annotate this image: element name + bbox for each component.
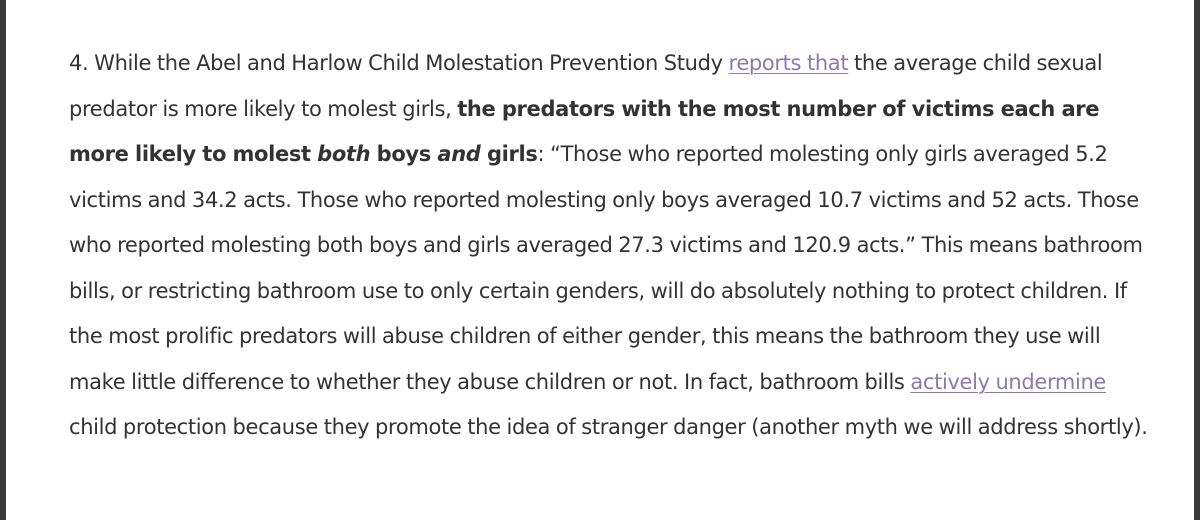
reports-that-link[interactable]: reports that: [728, 51, 849, 75]
bold-claim-part-2: boys: [370, 142, 438, 166]
bold-claim: the predators with the most number of vi…: [69, 96, 1100, 167]
ending-text: child protection because they promote th…: [69, 415, 1148, 439]
bold-claim-part-3: girls: [480, 142, 538, 166]
bold-italic-both: both: [317, 142, 371, 166]
bold-claim-part-1: the predators with the most number of vi…: [69, 96, 1100, 167]
body-paragraph: 4. While the Abel and Harlow Child Moles…: [69, 41, 1154, 451]
quote-text: : “Those who reported molesting only gir…: [69, 142, 1143, 394]
bold-italic-and: and: [437, 142, 481, 166]
intro-text: 4. While the Abel and Harlow Child Moles…: [69, 51, 729, 75]
actively-undermine-link[interactable]: actively undermine: [910, 369, 1106, 394]
after-link-text: the average child sexual predator is mor…: [69, 51, 1103, 121]
